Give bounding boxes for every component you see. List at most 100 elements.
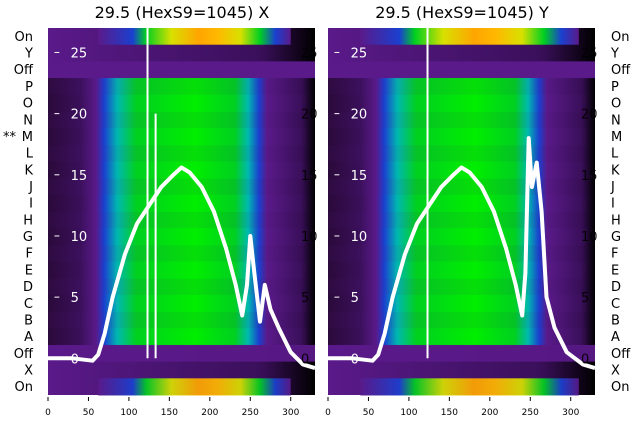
row-label: H bbox=[611, 213, 621, 228]
row-label: N bbox=[23, 113, 33, 128]
row-label: L bbox=[611, 147, 619, 162]
row-label: J bbox=[28, 180, 33, 195]
row-label: J bbox=[610, 180, 615, 195]
chart-title-x: 29.5 (HexS9=1045) X bbox=[95, 3, 270, 22]
heatmap-row bbox=[48, 278, 315, 296]
row-label: I bbox=[611, 197, 615, 212]
heatmap-row bbox=[48, 244, 315, 263]
heatmap-row bbox=[328, 211, 595, 229]
heatmap-row bbox=[48, 211, 315, 229]
row-label: On bbox=[15, 380, 33, 395]
row-label: Off bbox=[611, 63, 631, 78]
chart-title-y: 29.5 (HexS9=1045) Y bbox=[375, 3, 549, 22]
heatmap-row bbox=[328, 194, 595, 212]
y-tick-label: 0 bbox=[71, 352, 79, 367]
heatmap-row bbox=[48, 194, 315, 212]
heatmap-row bbox=[48, 128, 315, 146]
heatmap-row bbox=[328, 144, 595, 162]
row-label: B bbox=[24, 313, 33, 328]
row-label: A bbox=[611, 330, 620, 345]
x-tick-label: 150 bbox=[161, 408, 178, 418]
heatmap-row bbox=[360, 378, 579, 396]
x-tick-label: 100 bbox=[400, 408, 417, 418]
y-tick-label: 25 bbox=[351, 46, 368, 61]
y-tick-label: 15 bbox=[71, 169, 88, 184]
heatmap-row bbox=[360, 28, 579, 46]
y-tick-label-edge: 20 bbox=[301, 108, 318, 123]
y-tick-label: 5 bbox=[351, 291, 359, 306]
row-label: M bbox=[611, 130, 622, 145]
heatmap-row bbox=[328, 294, 595, 313]
row-label: K bbox=[24, 163, 33, 178]
row-label: H bbox=[23, 213, 33, 228]
heatmap-row bbox=[48, 328, 315, 346]
row-label: I bbox=[29, 197, 33, 212]
heatmap-row bbox=[48, 261, 315, 279]
row-label: On bbox=[15, 30, 33, 45]
x-tick-label: 250 bbox=[242, 408, 259, 418]
heatmap-row bbox=[328, 61, 595, 79]
y-tick-label-edge: 20 bbox=[581, 108, 598, 123]
y-tick-label-edge: 25 bbox=[301, 46, 318, 61]
y-tick-label: 20 bbox=[71, 108, 88, 123]
row-marker: ** bbox=[3, 130, 17, 145]
y-tick-label-edge: 0 bbox=[581, 352, 589, 367]
heatmap-row bbox=[328, 244, 595, 263]
row-label: B bbox=[611, 313, 620, 328]
row-label: F bbox=[26, 247, 33, 262]
row-label: P bbox=[25, 80, 33, 95]
row-label: Off bbox=[14, 347, 34, 362]
heatmap-row bbox=[48, 311, 315, 329]
heatmap-row bbox=[48, 294, 315, 313]
row-label: O bbox=[611, 97, 621, 112]
row-label: L bbox=[26, 147, 34, 162]
row-label: P bbox=[611, 80, 619, 95]
row-label: On bbox=[611, 30, 629, 45]
y-tick-label: 10 bbox=[351, 230, 368, 245]
row-label: N bbox=[611, 113, 621, 128]
heatmap-row bbox=[48, 44, 315, 62]
row-label: G bbox=[23, 230, 33, 245]
x-tick-label: 0 bbox=[45, 408, 51, 418]
row-label: E bbox=[611, 263, 619, 278]
row-label: E bbox=[25, 263, 33, 278]
heatmap-row bbox=[328, 311, 595, 329]
heatmap-row bbox=[48, 61, 315, 79]
overlay-line bbox=[48, 165, 316, 371]
x-tick-label: 50 bbox=[363, 408, 375, 418]
row-label: G bbox=[611, 230, 621, 245]
y-tick-label: 25 bbox=[71, 46, 88, 61]
row-label: D bbox=[23, 280, 33, 295]
y-tick-label: 10 bbox=[71, 230, 88, 245]
heatmap-row bbox=[98, 378, 291, 396]
row-label: C bbox=[24, 297, 33, 312]
row-label: Y bbox=[24, 47, 33, 62]
row-label: Off bbox=[14, 63, 34, 78]
y-tick-label: 15 bbox=[351, 169, 368, 184]
row-label: On bbox=[611, 380, 629, 395]
heatmap-row bbox=[328, 111, 595, 129]
x-tick-label: 250 bbox=[522, 408, 539, 418]
heatmap-row bbox=[48, 228, 315, 246]
heatmap-row bbox=[328, 278, 595, 296]
row-label: X bbox=[611, 363, 620, 378]
x-tick-label: 100 bbox=[120, 408, 137, 418]
y-tick-label-edge: 10 bbox=[301, 230, 318, 245]
heatmap-row bbox=[328, 361, 595, 379]
row-label: Y bbox=[610, 47, 619, 62]
heatmap-row bbox=[48, 178, 315, 196]
heatmap-row bbox=[98, 28, 291, 46]
y-tick-label-edge: 0 bbox=[301, 352, 309, 367]
y-tick-label: 20 bbox=[351, 108, 368, 123]
heatmap-row bbox=[48, 94, 315, 112]
x-tick-label: 50 bbox=[83, 408, 95, 418]
heatmap-row bbox=[48, 344, 315, 363]
y-tick-label-edge: 10 bbox=[581, 230, 598, 245]
row-label: K bbox=[611, 163, 620, 178]
y-tick-label-edge: 25 bbox=[581, 46, 598, 61]
row-label: F bbox=[611, 247, 618, 262]
heatmap-row bbox=[328, 78, 595, 96]
